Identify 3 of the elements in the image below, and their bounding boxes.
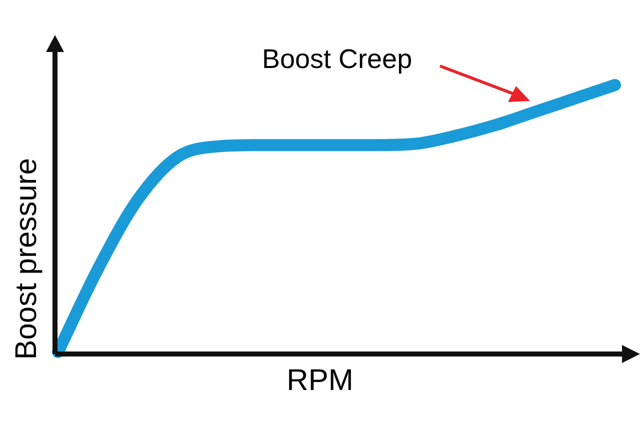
text: Boost Creep <box>262 44 412 75</box>
x-axis-title: RPM <box>286 364 354 398</box>
y-axis-title: Boost pressure <box>10 158 44 360</box>
